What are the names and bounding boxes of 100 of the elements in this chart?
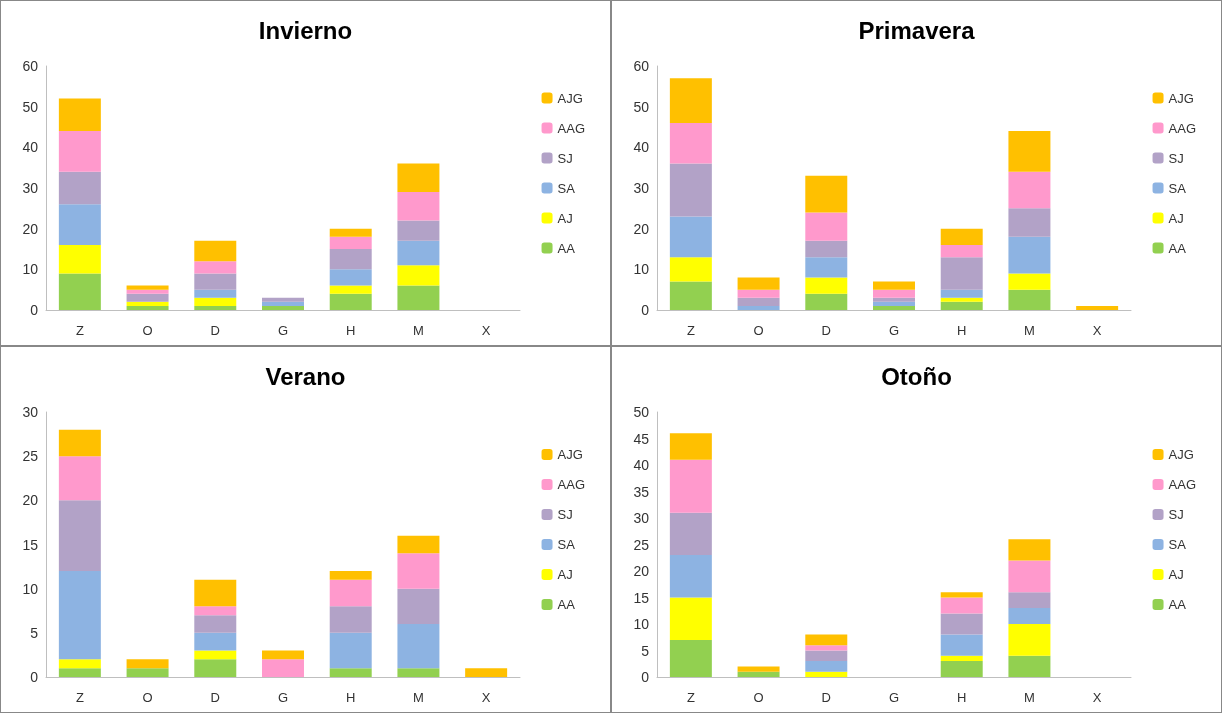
bar bbox=[397, 588, 440, 624]
x-tick-label: M bbox=[1024, 323, 1035, 338]
bar bbox=[669, 512, 712, 556]
x-tick-label: Z bbox=[686, 323, 695, 338]
x-tick-label: D bbox=[210, 323, 220, 338]
legend-label: SA bbox=[557, 180, 576, 196]
x-tick-label: G bbox=[888, 323, 900, 338]
x-tick-label: O bbox=[753, 323, 764, 338]
bar bbox=[58, 131, 101, 172]
legend-label: AJ bbox=[1168, 567, 1184, 582]
y-tick-label: 0 bbox=[30, 669, 39, 685]
y-tick-label: 0 bbox=[641, 302, 650, 318]
bar bbox=[940, 661, 983, 677]
legend-label: SA bbox=[557, 537, 576, 552]
y-tick-label: 10 bbox=[633, 616, 650, 632]
bar bbox=[1008, 289, 1051, 310]
legend-label: AJ bbox=[557, 567, 573, 582]
bar bbox=[805, 277, 848, 294]
bar bbox=[1008, 171, 1051, 209]
bar bbox=[669, 122, 712, 164]
y-tick-label: 40 bbox=[633, 139, 650, 156]
bar bbox=[397, 624, 440, 669]
bar bbox=[1008, 539, 1051, 561]
bar bbox=[58, 98, 101, 132]
bar bbox=[194, 305, 237, 310]
x-tick-label: H bbox=[346, 323, 356, 338]
bar bbox=[329, 228, 372, 237]
y-tick-label: 35 bbox=[633, 483, 650, 500]
bar bbox=[329, 293, 372, 310]
legend-label: SA bbox=[1168, 180, 1187, 196]
bar bbox=[58, 500, 101, 571]
bar bbox=[126, 285, 169, 290]
bar bbox=[669, 216, 712, 258]
y-tick-label: 30 bbox=[633, 180, 650, 196]
bar bbox=[194, 261, 237, 274]
bar bbox=[262, 659, 304, 677]
legend-label: AJG bbox=[557, 90, 583, 106]
x-tick-label: M bbox=[1024, 690, 1035, 705]
bar bbox=[737, 289, 780, 298]
bar bbox=[329, 269, 372, 286]
bar bbox=[1008, 131, 1051, 172]
x-tick-label: H bbox=[346, 690, 356, 705]
bar bbox=[397, 265, 440, 286]
bar bbox=[805, 212, 848, 241]
x-tick-label: O bbox=[753, 690, 764, 705]
bar bbox=[194, 606, 237, 616]
bar bbox=[873, 297, 915, 302]
y-tick-label: 60 bbox=[633, 58, 650, 74]
y-tick-label: 20 bbox=[22, 492, 39, 509]
legend-label: AAG bbox=[1168, 120, 1197, 136]
bar bbox=[262, 305, 304, 310]
bar bbox=[465, 668, 508, 677]
bar bbox=[194, 240, 237, 262]
y-tick-label: 10 bbox=[22, 580, 39, 597]
x-tick-label: O bbox=[142, 323, 153, 338]
bar bbox=[1008, 624, 1051, 656]
y-tick-label: 40 bbox=[22, 139, 39, 156]
y-tick-label: 15 bbox=[22, 536, 39, 553]
bar bbox=[58, 571, 101, 660]
bar bbox=[940, 592, 983, 598]
bar bbox=[329, 632, 372, 669]
y-tick-label: 5 bbox=[641, 642, 650, 659]
bar bbox=[1008, 592, 1051, 609]
bar bbox=[737, 671, 780, 677]
bar bbox=[940, 289, 983, 298]
bar bbox=[805, 175, 848, 213]
bar bbox=[126, 305, 169, 310]
bar bbox=[126, 659, 169, 669]
bar bbox=[940, 297, 983, 302]
legend-label: AJG bbox=[1168, 447, 1194, 462]
y-tick-label: 60 bbox=[22, 58, 39, 74]
bar bbox=[940, 228, 983, 245]
y-tick-label: 50 bbox=[633, 98, 650, 115]
bar bbox=[329, 668, 372, 677]
y-tick-label: 10 bbox=[633, 261, 650, 278]
legend-label: SJ bbox=[1168, 150, 1184, 166]
x-tick-label: Z bbox=[75, 323, 84, 338]
bar bbox=[397, 535, 440, 554]
x-tick-label: M bbox=[413, 690, 424, 705]
x-tick-label: H bbox=[957, 323, 967, 338]
bar bbox=[329, 285, 372, 294]
x-tick-label: X bbox=[1092, 690, 1102, 705]
bar bbox=[737, 277, 780, 290]
bar bbox=[58, 244, 101, 274]
bar bbox=[737, 297, 780, 306]
bar bbox=[126, 668, 169, 677]
bar bbox=[737, 305, 780, 310]
bar bbox=[805, 671, 848, 677]
bar bbox=[1008, 608, 1051, 624]
bar bbox=[940, 257, 983, 290]
bar bbox=[58, 171, 101, 205]
bar bbox=[1008, 655, 1051, 677]
y-tick-label: 20 bbox=[633, 220, 650, 237]
legend-label: AJG bbox=[557, 447, 583, 462]
y-tick-label: 15 bbox=[633, 589, 650, 606]
x-tick-label: Z bbox=[75, 690, 84, 705]
y-tick-label: 20 bbox=[22, 220, 39, 237]
y-tick-label: 10 bbox=[22, 261, 39, 278]
legend-label: SJ bbox=[557, 507, 573, 522]
bar bbox=[262, 650, 304, 660]
